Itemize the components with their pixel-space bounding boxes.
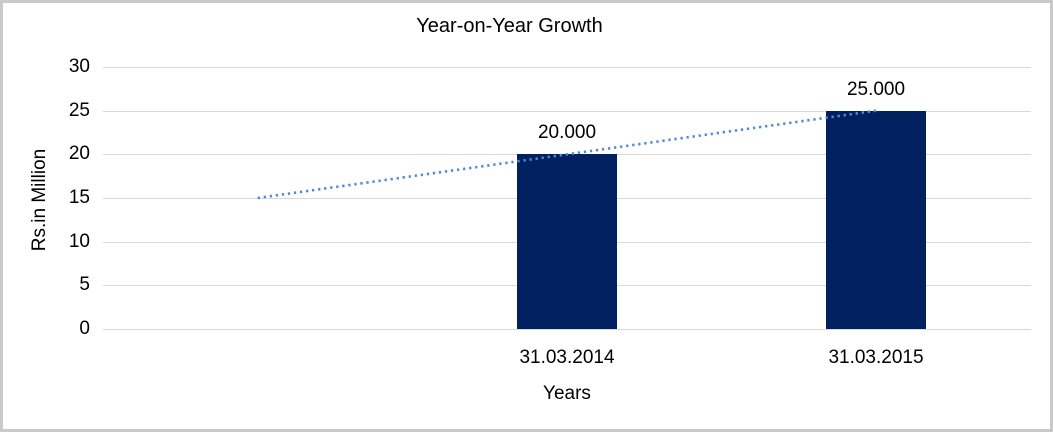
chart-title: Year-on-Year Growth (416, 15, 603, 37)
trendline-path (257, 109, 877, 200)
y-tick-label: 25 (68, 100, 90, 121)
trendline (257, 109, 877, 200)
x-axis-title: Years (543, 383, 591, 404)
x-category-label: 31.03.2014 (519, 347, 615, 368)
bar-data-label: 25.000 (846, 79, 906, 100)
y-tick-label: 0 (79, 318, 90, 339)
y-tick-label: 20 (68, 143, 90, 164)
x-category-label: 31.03.2015 (828, 347, 924, 368)
bar-31.03.2015 (826, 111, 926, 329)
bar-data-label: 20.000 (537, 122, 597, 143)
y-tick-label: 10 (68, 231, 90, 252)
y-tick-label: 15 (68, 187, 90, 208)
gridline (103, 111, 1031, 112)
gridline (103, 329, 1031, 330)
y-tick-label: 5 (79, 274, 90, 295)
bar-31.03.2014 (517, 154, 617, 329)
plot-area (103, 67, 1031, 330)
y-tick-label: 30 (68, 56, 90, 77)
gridline (103, 67, 1031, 68)
